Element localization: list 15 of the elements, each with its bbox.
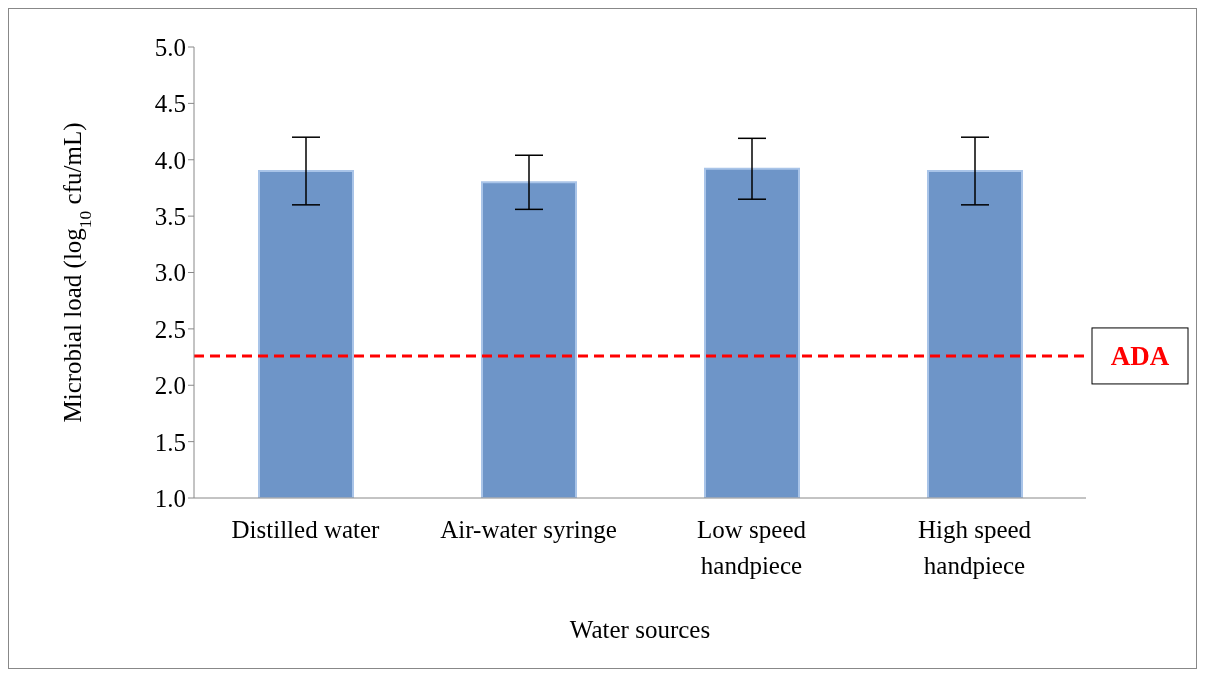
y-tick-label: 1.5 <box>154 428 186 456</box>
y-tick-label: 2.0 <box>154 372 186 400</box>
x-tick-label: Low speed handpiece <box>697 516 807 579</box>
y-tick-label: 1.0 <box>154 484 186 512</box>
y-tick-label: 4.5 <box>154 90 186 118</box>
ref-line-label: ADA <box>1110 340 1170 371</box>
y-tick-label: 3.0 <box>154 259 186 287</box>
y-tick-label: 2.5 <box>154 315 186 343</box>
y-tick-label: 5.0 <box>154 33 186 61</box>
y-tick-label: 4.0 <box>154 146 186 174</box>
x-tick-label: Air-water syringe <box>440 516 617 543</box>
x-tick-label: Distilled water <box>231 516 381 543</box>
x-tick-label: High speed handpiece <box>917 516 1032 579</box>
x-axis-title: Water sources <box>569 616 711 643</box>
y-tick-label: 3.5 <box>154 203 186 230</box>
